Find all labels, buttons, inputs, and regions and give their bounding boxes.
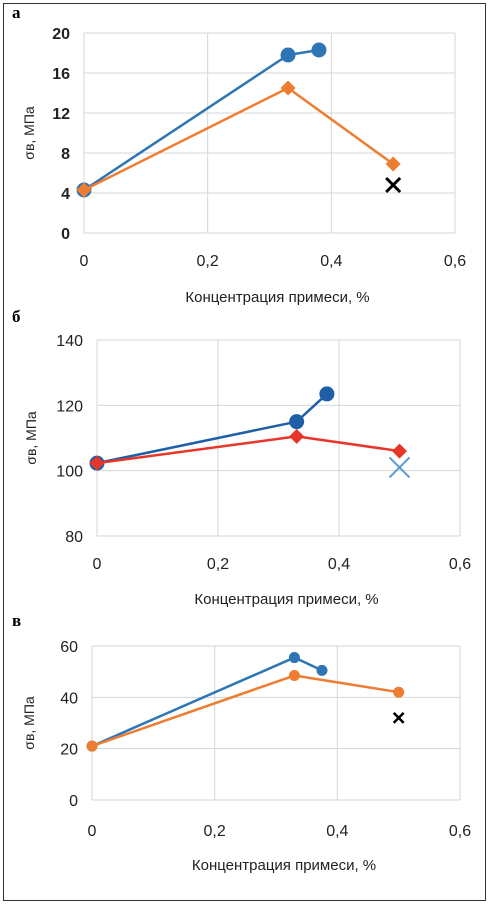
data-point [289,414,305,430]
chart-panel-2: б 80 100 120 140 0 0,2 0,4 0,6 Концентрация приме… [12,307,471,608]
x-tick-label: 0 [88,823,97,840]
data-point [288,652,300,664]
x-tick-label: 0,4 [326,823,348,840]
y-tick-label: 4 [61,186,70,203]
x-axis-label: Концентрация примеси, % [194,591,378,608]
series-line [91,674,399,748]
figure-frame [3,3,486,901]
y-tick-label: 20 [60,742,78,759]
x-axis-label: Концентрация примеси, % [185,289,369,306]
y-tick-label: 16 [52,66,70,83]
panel-letter: в [12,611,21,630]
panel-letter: а [12,3,21,22]
data-point [86,740,98,752]
data-point [316,664,328,676]
x-tick-label: 0 [93,556,102,573]
y-tick-label: 80 [65,529,83,546]
y-axis-label: σв, МПа [21,696,37,750]
panel-letter: б [12,307,21,326]
data-point [393,686,405,698]
series-line [96,435,400,465]
data-point [89,455,105,471]
data-point [392,711,405,724]
x-tick-label: 0,2 [207,556,229,573]
data-point [392,443,407,459]
chart-panel-1: а 0 4 8 12 16 20 0 0,2 0,4 0,6 Концентрация примеси… [12,3,466,306]
x-tick-label: 0 [80,253,89,270]
y-tick-label: 0 [61,226,70,243]
data-point [385,156,401,172]
y-tick-label: 100 [56,464,83,481]
x-tick-label: 0,4 [328,556,350,573]
y-tick-label: 8 [61,146,70,163]
x-tick-label: 0,2 [197,253,219,270]
data-point [288,670,300,682]
data-point [76,182,92,198]
y-tick-label: 20 [52,26,70,43]
y-tick-label: 120 [56,398,83,415]
x-tick-label: 0,6 [444,253,466,270]
series-line [96,392,328,465]
x-tick-label: 0,6 [449,823,471,840]
x-tick-label: 0,4 [320,253,342,270]
data-point [280,80,296,96]
data-point [311,42,327,58]
series-line [83,48,320,192]
y-tick-label: 140 [56,333,83,350]
y-axis-label: σв, МПа [23,411,39,465]
y-tick-label: 60 [60,639,78,656]
y-tick-label: 0 [69,793,78,810]
x-axis-label: Концентрация примеси, % [192,857,376,874]
data-point [289,428,305,444]
data-point [319,386,335,402]
y-axis-label: σв, МПа [21,106,37,160]
x-tick-label: 0,2 [204,823,226,840]
series-line [83,86,394,192]
y-tick-label: 40 [60,690,78,707]
data-point [385,176,402,194]
x-tick-label: 0,6 [449,556,471,573]
chart-panel-3: в 0 20 40 60 0 0,2 0,4 0,6 Концентрация примеси, … [12,611,471,874]
data-point [388,456,411,479]
y-tick-label: 12 [52,106,70,123]
data-point [280,47,296,63]
